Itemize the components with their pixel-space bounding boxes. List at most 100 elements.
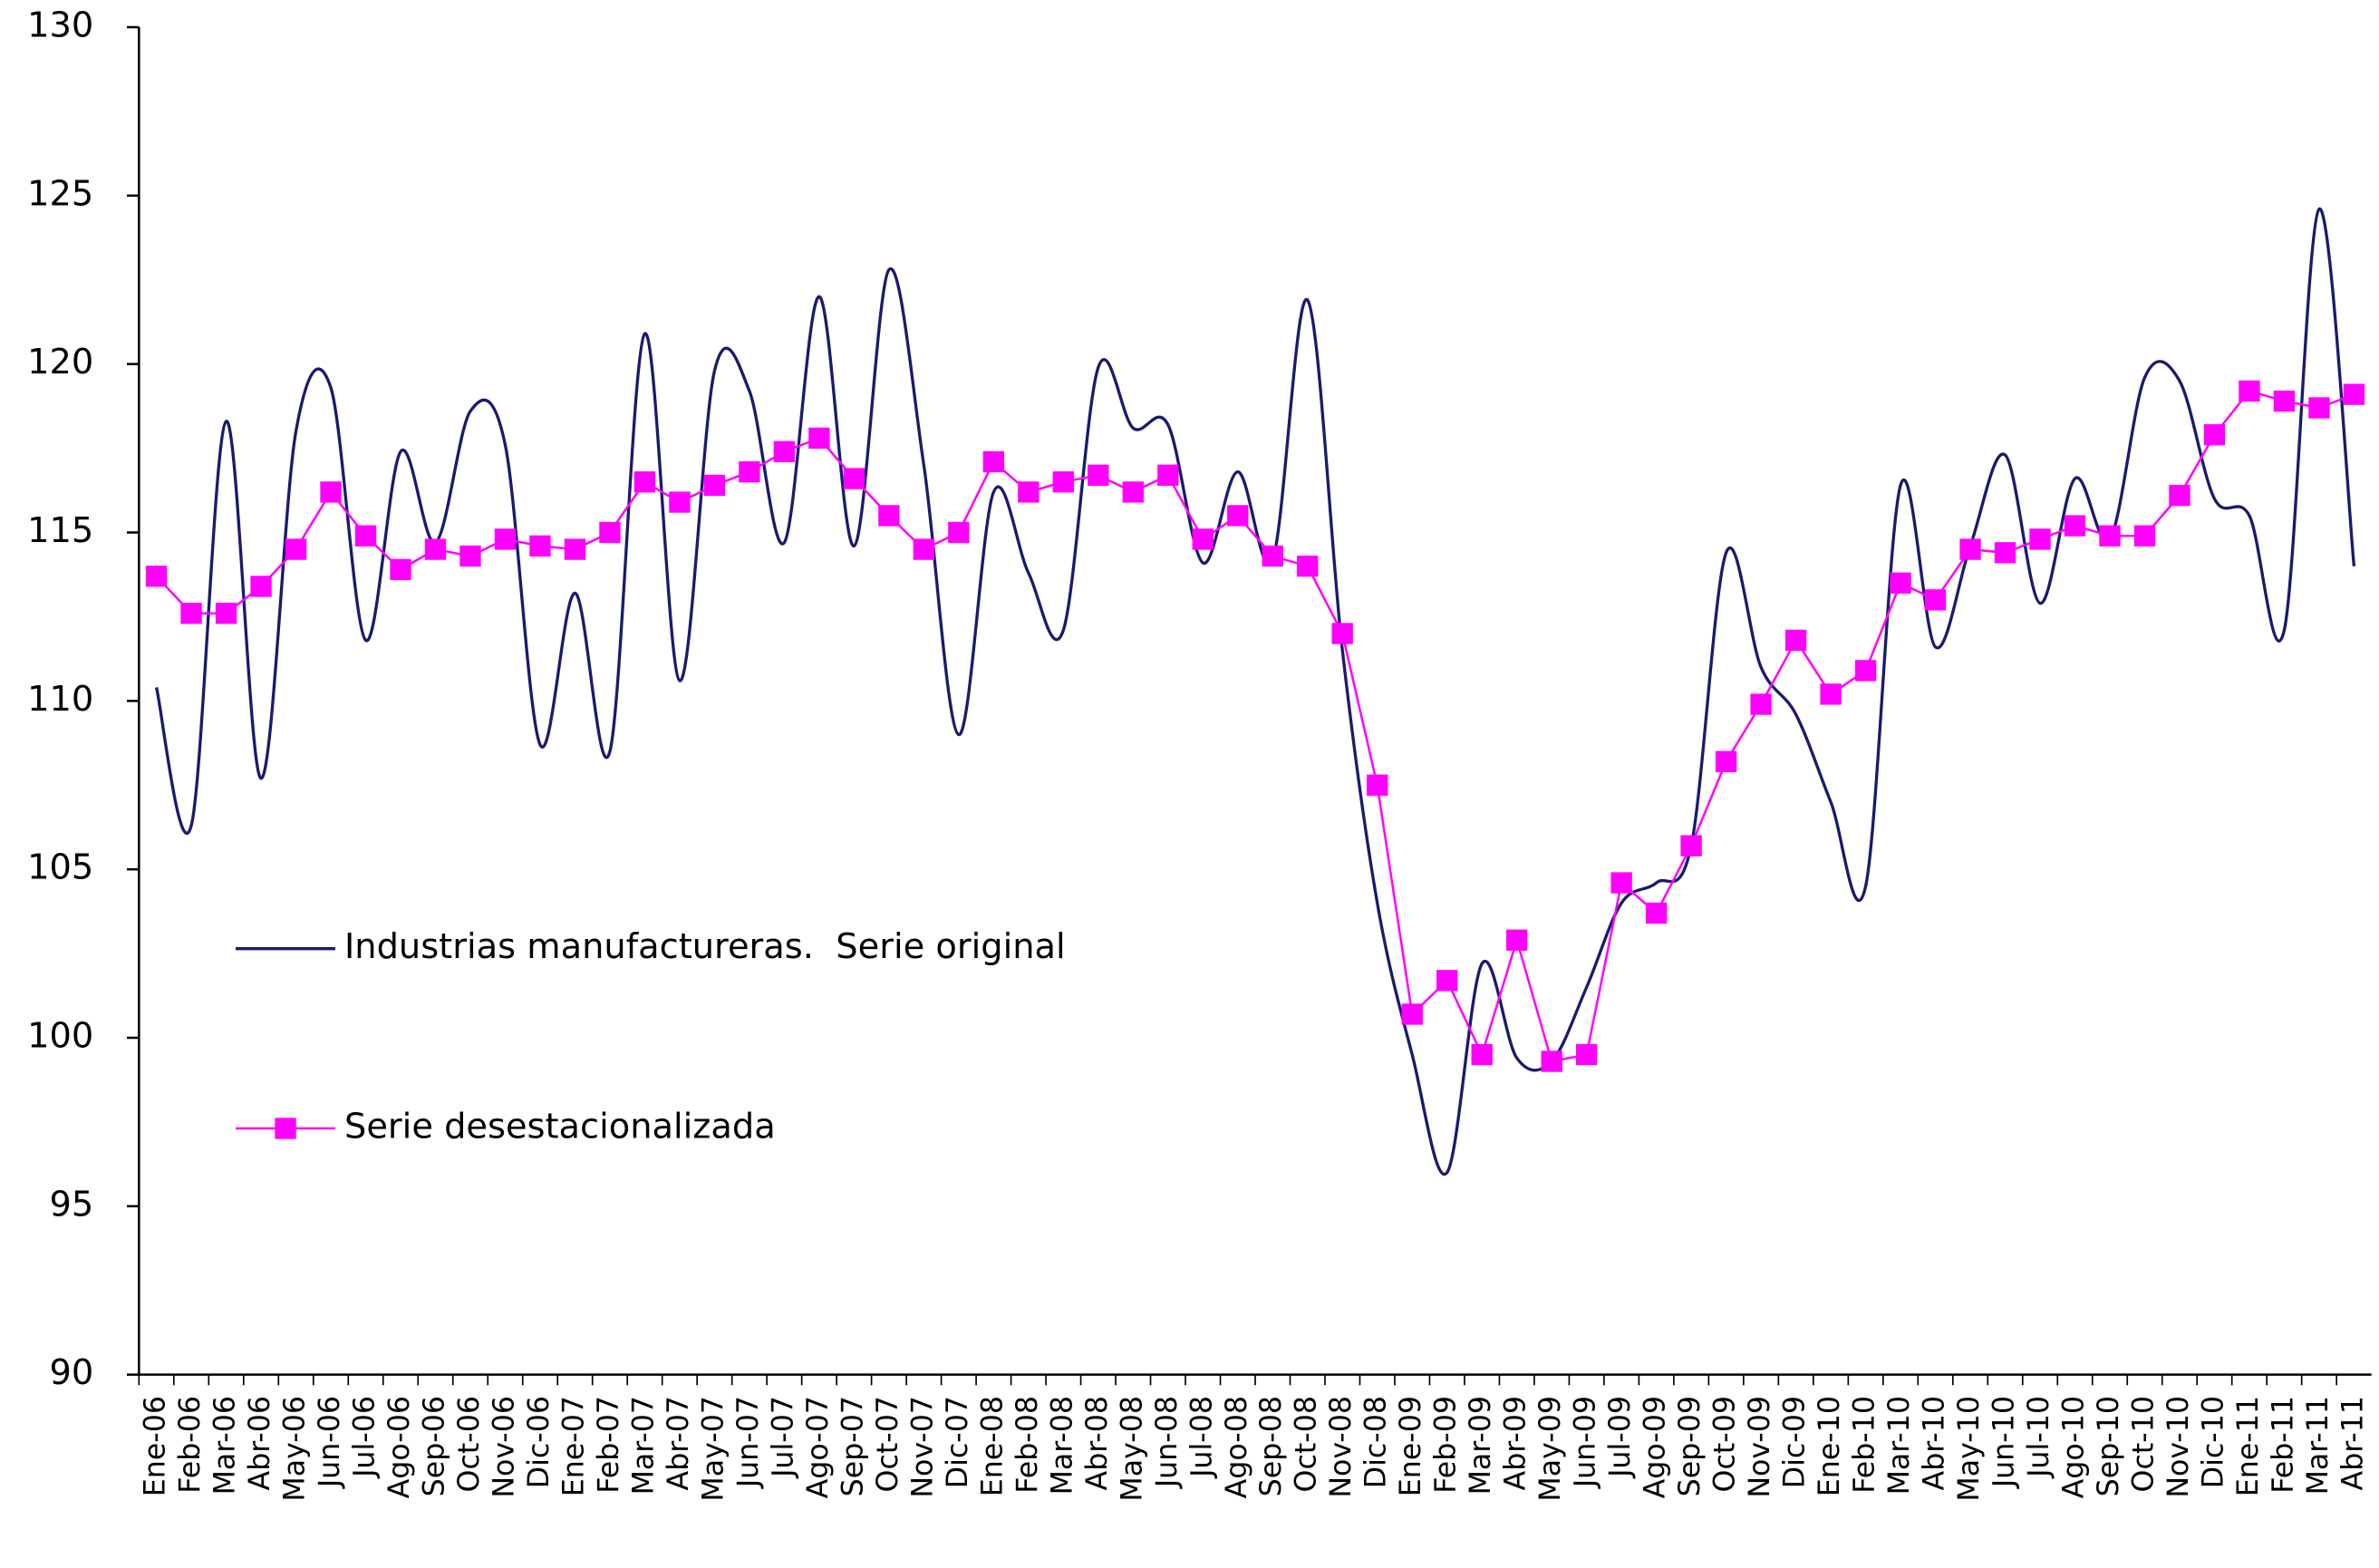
point-marker	[2308, 397, 2330, 419]
x-tick-label: Ene-07	[557, 1396, 590, 1496]
point-marker	[1645, 902, 1668, 924]
x-tick-label: Dic-08	[1360, 1396, 1393, 1488]
x-tick-label: Mar-07	[627, 1396, 660, 1495]
point-marker	[494, 528, 517, 550]
point-marker	[459, 545, 481, 567]
point-marker	[1994, 542, 2016, 564]
x-tick-label: Jun-10	[1988, 1396, 2021, 1489]
x-tick-label: May-10	[1953, 1396, 1986, 1502]
point-marker	[1820, 683, 1842, 705]
x-tick-label: Feb-06	[174, 1396, 207, 1494]
x-tick-label: Ene-10	[1813, 1396, 1846, 1496]
point-marker	[1890, 572, 1911, 594]
point-marker	[215, 603, 237, 624]
point-marker	[2343, 383, 2365, 405]
x-tick-label: Abr-10	[1919, 1396, 1951, 1490]
legend-item: Serie desestacionalizada	[236, 1107, 776, 1147]
point-marker	[2099, 525, 2121, 547]
point-marker	[1506, 929, 1528, 951]
x-tick-label: Sep-07	[837, 1396, 869, 1496]
x-tick-label: Sep-10	[2093, 1396, 2125, 1496]
legend-item: Industrias manufactureras. Serie origina…	[236, 926, 1066, 967]
x-tick-label: Ago-07	[802, 1396, 835, 1498]
point-marker	[320, 481, 342, 503]
x-tick-label: Ago-08	[1221, 1396, 1253, 1498]
point-marker	[843, 468, 866, 489]
x-tick-label: Jun-06	[314, 1396, 346, 1489]
point-marker	[424, 538, 447, 560]
point-marker	[145, 566, 168, 587]
y-tick-label: 105	[27, 847, 93, 888]
point-marker	[1088, 464, 1109, 486]
y-tick-label: 115	[27, 510, 93, 551]
x-tick-label: Feb-07	[593, 1396, 625, 1494]
x-tick-label: Oct-07	[872, 1396, 904, 1492]
legend-label: Serie desestacionalizada	[344, 1107, 776, 1147]
x-tick-label: Nov-07	[906, 1396, 939, 1498]
x-tick-label: Ene-06	[140, 1396, 172, 1496]
point-marker	[2029, 528, 2051, 550]
point-marker	[1192, 528, 1214, 550]
y-tick-label: 100	[27, 1016, 93, 1057]
point-marker	[1436, 970, 1458, 992]
point-marker	[529, 535, 551, 557]
point-marker	[1297, 556, 1319, 577]
x-tick-label: Jul-07	[767, 1396, 799, 1479]
x-tick-label: Jul-08	[1185, 1396, 1218, 1479]
point-marker	[250, 576, 272, 597]
x-tick-label: Abr-07	[662, 1396, 695, 1490]
point-marker	[390, 558, 411, 581]
point-marker	[1052, 471, 1074, 493]
point-marker	[285, 538, 307, 560]
point-marker	[2169, 484, 2190, 507]
x-tick-label: Feb-08	[1011, 1396, 1044, 1494]
point-marker	[1610, 872, 1632, 894]
x-tick-label: Mar-09	[1465, 1396, 1497, 1495]
point-marker	[1854, 660, 1877, 682]
x-tick-label: Sep-08	[1255, 1396, 1288, 1496]
x-tick-label: Abr-06	[244, 1396, 276, 1490]
legend-label: Industrias manufactureras. Serie origina…	[344, 926, 1066, 967]
x-tick-label: Mar-11	[2302, 1396, 2335, 1495]
x-tick-label: Dic-09	[1779, 1396, 1812, 1488]
point-marker	[1122, 481, 1144, 503]
x-tick-label: Nov-08	[1325, 1396, 1358, 1498]
point-marker	[948, 521, 970, 544]
point-marker	[633, 471, 656, 493]
y-tick-label: 130	[27, 5, 93, 46]
x-tick-label: Jul-10	[2023, 1396, 2055, 1479]
point-marker	[2133, 525, 2156, 547]
x-tick-label: Mar-08	[1046, 1396, 1078, 1495]
x-tick-label: Jun-08	[1151, 1396, 1184, 1489]
point-marker	[2064, 515, 2086, 537]
point-marker	[2203, 424, 2226, 446]
point-marker	[1331, 623, 1353, 644]
x-tick-label: Nov-09	[1744, 1396, 1776, 1498]
x-tick-label: Oct-09	[1709, 1396, 1742, 1492]
point-marker	[773, 440, 796, 462]
x-tick-label: Jul-06	[349, 1396, 382, 1479]
point-marker	[564, 538, 586, 560]
x-tick-label: May-07	[697, 1396, 730, 1502]
x-tick-label: Jun-09	[1570, 1396, 1602, 1489]
series-line	[155, 389, 2355, 1063]
x-tick-label: Dic-06	[523, 1396, 556, 1488]
point-marker	[808, 427, 830, 450]
point-marker	[1575, 1043, 1598, 1066]
point-marker	[1715, 750, 1737, 772]
x-tick-label: Dic-07	[942, 1396, 974, 1488]
point-marker	[669, 491, 691, 513]
y-tick-label: 125	[27, 173, 93, 214]
point-marker	[913, 538, 935, 560]
x-tick-label: Ago-10	[2058, 1396, 2091, 1498]
point-marker	[1018, 481, 1040, 503]
x-tick-label: May-09	[1534, 1396, 1567, 1502]
x-tick-label: Dic-10	[2197, 1396, 2229, 1488]
x-tick-label: May-08	[1116, 1396, 1148, 1502]
x-tick-label: Abr-08	[1081, 1396, 1114, 1490]
point-marker	[1924, 589, 1947, 611]
x-tick-label: Sep-06	[418, 1396, 450, 1496]
y-tick-label: 95	[50, 1184, 94, 1224]
